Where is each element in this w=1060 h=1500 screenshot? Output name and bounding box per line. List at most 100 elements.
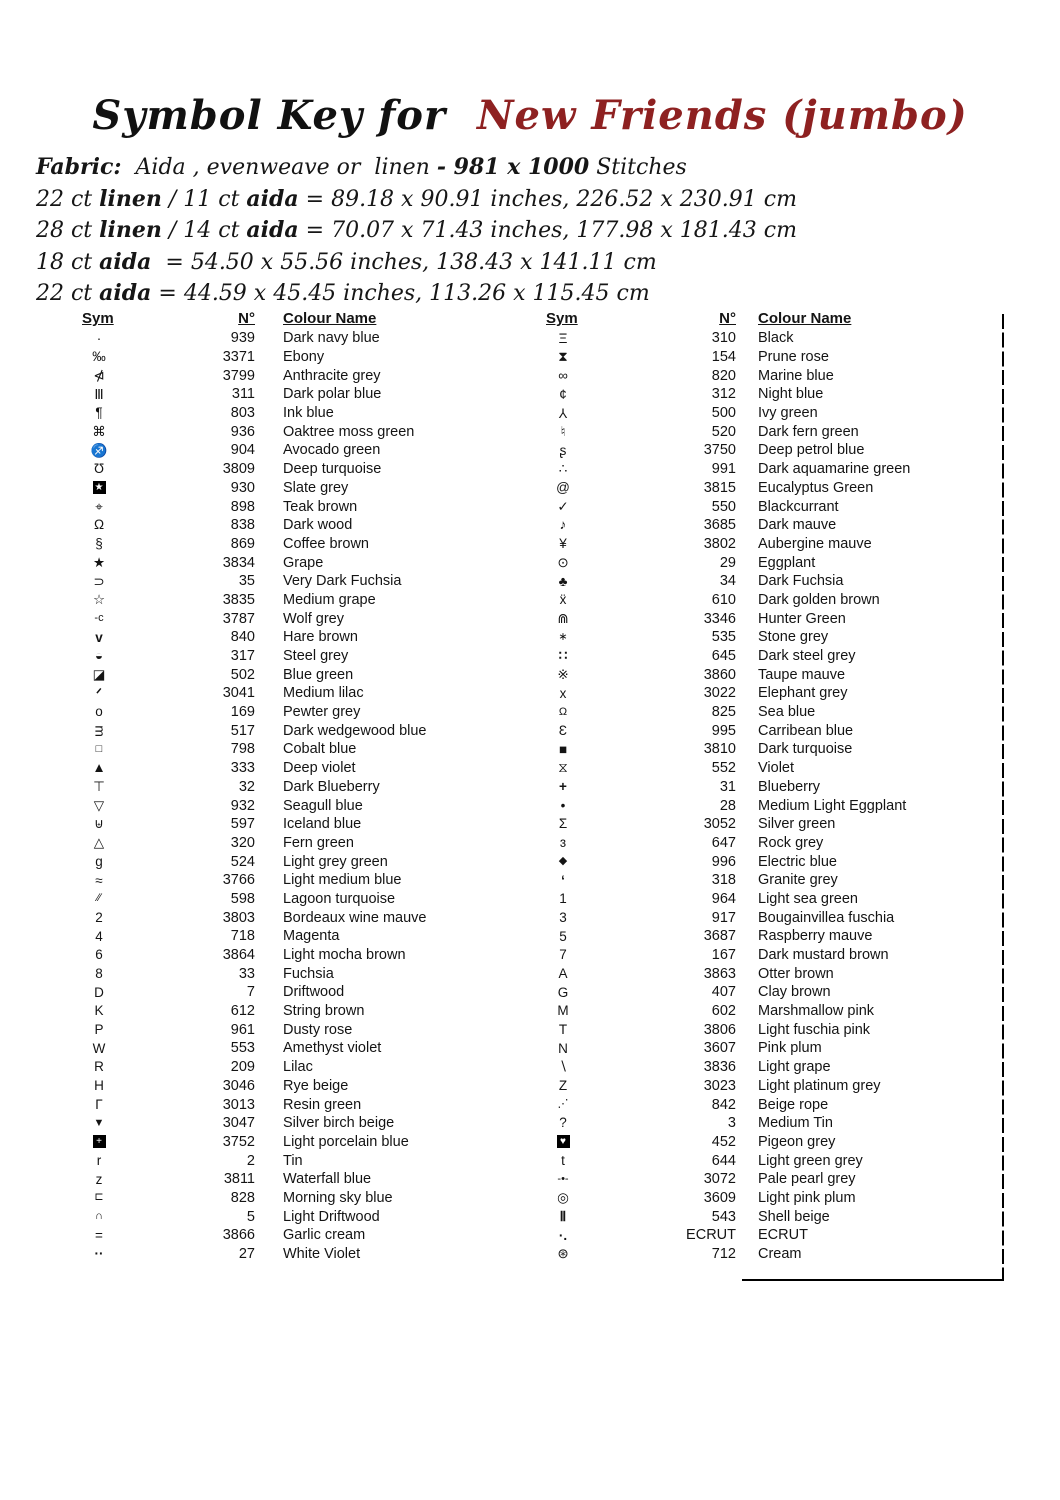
- number-cell: 3866: [222, 1227, 255, 1244]
- table-row: ■ 3810 Dark turquoise: [532, 740, 990, 759]
- symbol-key-table-left: Sym N° Colour Name · 939 Dark navy blue ‰ 33…: [68, 308, 498, 1263]
- number-cell: 936: [230, 423, 255, 440]
- symbol-cell: ʂ: [559, 442, 567, 458]
- colour-name-cell: Grape: [283, 554, 324, 571]
- table-row: ∞ 820 Marine blue: [532, 366, 990, 385]
- colour-name-cell: Medium Light Eggplant: [758, 797, 907, 814]
- table-row: ∖ 3836 Light grape: [532, 1058, 990, 1077]
- table-row: ⊎ 597 Iceland blue: [68, 815, 498, 834]
- number-cell: 535: [711, 629, 736, 646]
- number-cell: 3787: [222, 610, 255, 627]
- number-cell: 34: [719, 573, 736, 590]
- symbol-cell: A: [558, 965, 568, 981]
- colour-name-cell: Driftwood: [283, 984, 345, 1001]
- symbol-cell: □: [95, 742, 103, 755]
- colour-name-cell: Pewter grey: [283, 704, 361, 721]
- number-cell: 3750: [703, 442, 736, 459]
- table-row: ‰ 3371 Ebony: [68, 348, 498, 367]
- table-row: ⊙ 29 Eggplant: [532, 553, 990, 572]
- symbol-cell: ◒: [94, 648, 104, 664]
- colour-name-cell: Eucalyptus Green: [758, 479, 874, 496]
- colour-name-cell: Steel grey: [283, 648, 349, 665]
- colour-name-cell: Medium Tin: [758, 1115, 833, 1132]
- table-row: ɜ 647 Rock grey: [532, 834, 990, 853]
- table-row: P 961 Dusty rose: [68, 1020, 498, 1039]
- table-row: ⋪ 3799 Anthracite grey: [68, 366, 498, 385]
- number-cell: 318: [711, 872, 736, 889]
- symbol-cell: ⧗: [558, 349, 568, 365]
- colour-name-cell: Rock grey: [758, 834, 824, 851]
- table-row: ⊤ 32 Dark Blueberry: [68, 778, 498, 797]
- number-cell: 3022: [703, 685, 736, 702]
- table-row: ⌘ 936 Oaktree moss green: [68, 422, 498, 441]
- colour-name-cell: Dark steel grey: [758, 648, 856, 665]
- colour-name-cell: Oaktree moss green: [283, 423, 415, 440]
- colour-name-cell: Blackcurrant: [758, 498, 839, 515]
- number-cell: 3371: [222, 349, 255, 366]
- table-row: ∕∕ 598 Lagoon turquoise: [68, 890, 498, 909]
- colour-name-cell: Dark wood: [283, 517, 353, 534]
- table-row: +31 Blueberry: [532, 778, 990, 797]
- table-row: g 524 Light grey green: [68, 852, 498, 871]
- number-cell: 33: [238, 965, 255, 982]
- colour-name-cell: Elephant grey: [758, 685, 848, 702]
- colour-name-cell: Aubergine mauve: [758, 535, 872, 552]
- symbol-cell: ʻ: [561, 872, 565, 888]
- number-cell: 842: [711, 1096, 736, 1113]
- table-row: ¥3802 Aubergine mauve: [532, 535, 990, 554]
- number-cell: 167: [711, 947, 736, 964]
- number-cell: 3806: [703, 1021, 736, 1038]
- table-row: @3815 Eucalyptus Green: [532, 479, 990, 498]
- colour-name-cell: Silver birch beige: [283, 1115, 395, 1132]
- table-row: ᐟ 3041 Medium lilac: [68, 684, 498, 703]
- colour-name-cell: Hare brown: [283, 629, 358, 646]
- symbol-cell: ⋪: [93, 367, 105, 383]
- colour-name-cell: Dark turquoise: [758, 741, 853, 758]
- table-row: ¶ 803 Ink blue: [68, 404, 498, 423]
- colour-name-cell: Marshmallow pink: [758, 1003, 875, 1020]
- number-cell: 820: [711, 367, 736, 384]
- symbol-cell: ♪: [559, 517, 567, 533]
- colour-name-cell: Fuchsia: [283, 965, 334, 982]
- colour-name-cell: Dark Fuchsia: [758, 573, 844, 590]
- number-cell: 825: [711, 704, 736, 721]
- symbol-cell: ᐟ: [96, 685, 102, 701]
- symbol-cell: Ɛ: [558, 723, 568, 739]
- table-row: Y 500 Ivy green: [532, 404, 990, 423]
- number-cell: 991: [711, 461, 736, 478]
- table-row: Ⅱ 543 Shell beige: [532, 1207, 990, 1226]
- colour-name-cell: Prune rose: [758, 349, 829, 366]
- colour-name-cell: Waterfall blue: [283, 1171, 372, 1188]
- symbol-cell: Σ: [558, 816, 568, 832]
- fabric-info: Fabric: Aida , evenweave or linen - 981 …: [36, 152, 1026, 310]
- table-row: ✓ 550 Blackcurrant: [532, 497, 990, 516]
- table-row: ◎ 3609 Light pink plum: [532, 1189, 990, 1208]
- symbol-cell: r: [96, 1152, 102, 1168]
- table-right-dashed-border: [1002, 314, 1004, 1281]
- colour-name-cell: Violet: [758, 760, 795, 777]
- symbol-cell: =: [95, 1227, 103, 1243]
- number-cell: 3815: [703, 479, 736, 496]
- number-cell: 647: [711, 834, 736, 851]
- number-cell: 3023: [703, 1077, 736, 1094]
- number-cell: 3809: [222, 461, 255, 478]
- symbol-cell: ¢: [559, 386, 567, 402]
- symbol-cell: N: [558, 1040, 568, 1056]
- number-cell: 3802: [703, 535, 736, 552]
- symbol-cell: ⊙: [557, 554, 569, 570]
- colour-name-cell: Ink blue: [283, 405, 334, 422]
- colour-name-cell: Otter brown: [758, 965, 834, 982]
- number-cell: 828: [230, 1189, 255, 1206]
- symbol-cell: Ʊ: [93, 461, 105, 477]
- number-cell: 154: [711, 349, 736, 366]
- fabric-line: 18 ct aida = 54.50 x 55.56 inches, 138.4…: [36, 248, 657, 275]
- number-cell: 7: [246, 984, 255, 1001]
- colour-name-cell: Pigeon grey: [758, 1133, 836, 1150]
- table-row: M 602 Marshmallow pink: [532, 1002, 990, 1021]
- symbol-cell: ✓: [557, 498, 569, 514]
- number-cell: 3752: [222, 1133, 255, 1150]
- table-row: ⋰ 842 Beige rope: [532, 1095, 990, 1114]
- symbol-cell: Y: [558, 405, 568, 421]
- symbol-cell: ∗: [558, 630, 568, 643]
- colour-name-cell: Hunter Green: [758, 610, 846, 627]
